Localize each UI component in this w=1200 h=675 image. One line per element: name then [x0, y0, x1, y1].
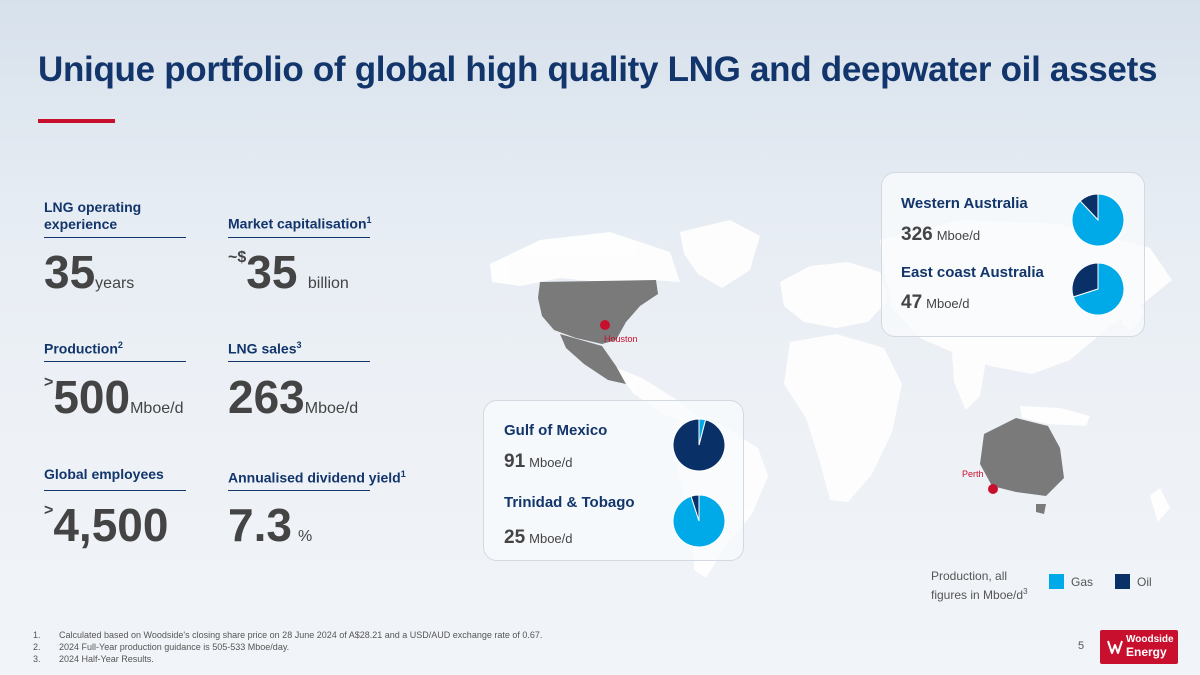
divider [228, 490, 370, 491]
legend-note: Production, all figures in Mboe/d3 [931, 569, 1028, 602]
region-name-trinidad-tobago: Trinidad & Tobago [504, 494, 635, 511]
logo-mark-icon [1107, 640, 1123, 654]
footnote: 2. 2024 Full-Year production guidance is … [33, 642, 290, 652]
map-indonesia [1020, 406, 1090, 426]
pie-slice-gas [672, 494, 726, 548]
lng-sales-label: LNG sales3 [228, 340, 302, 357]
pie-slice-gas [1072, 262, 1125, 316]
divider [228, 237, 370, 238]
map-mexico [560, 334, 626, 384]
title-accent-bar [38, 119, 115, 123]
map-tasmania [1036, 504, 1046, 514]
pie-slice-gas [698, 418, 707, 446]
legend-swatch-gas [1049, 574, 1064, 589]
pie-trinidad-tobago [672, 494, 726, 548]
divider [44, 490, 186, 491]
dividend-label: Annualised dividend yield1 [228, 469, 406, 486]
pie-western-australia [1071, 193, 1125, 247]
employees-label: Global employees [44, 466, 164, 482]
houston-label: Houston [604, 334, 638, 344]
region-value-gulf-of-mexico: 91 Mboe/d [504, 451, 573, 472]
region-value-trinidad-tobago: 25 Mboe/d [504, 527, 573, 548]
map-new-zealand [1150, 488, 1170, 522]
region-value-western-australia: 326 Mboe/d [901, 224, 981, 245]
map-greenland [680, 220, 760, 288]
perth-label: Perth [962, 469, 984, 479]
footnote: 1. Calculated based on Woodside's closing… [33, 630, 543, 640]
perth-marker [988, 484, 998, 494]
map-australia [980, 418, 1064, 496]
logo-text: Woodside Energy [1126, 634, 1174, 659]
map-europe [780, 262, 888, 328]
page-number: 5 [1078, 640, 1085, 652]
divider [44, 237, 186, 238]
production-label: Production2 [44, 340, 123, 357]
map-usa [538, 280, 658, 344]
lng-experience-label: LNG operating experience [44, 199, 142, 232]
region-name-western-australia: Western Australia [901, 195, 1028, 212]
pie-slice-oil [1071, 262, 1099, 298]
legend-swatch-oil [1115, 574, 1130, 589]
employees-value: >4,500 [44, 499, 169, 551]
market-cap-value: ~$35 billion [228, 246, 349, 298]
woodside-energy-logo: Woodside Energy [1100, 630, 1178, 664]
footnotes: 1. Calculated based on Woodside's closing… [33, 629, 933, 665]
legend-label-gas: Gas [1071, 575, 1094, 589]
market-cap-label: Market capitalisation1 [228, 215, 372, 232]
region-value-east-coast-australia: 47 Mboe/d [901, 292, 970, 313]
region-name-east-coast-australia: East coast Australia [901, 264, 1044, 281]
dividend-value: 7.3% [228, 499, 313, 551]
pie-slice-gas [1071, 193, 1125, 247]
production-value: >500Mboe/d [44, 371, 184, 423]
legend-label-oil: Oil [1137, 575, 1152, 589]
lng-experience-value: 35years [44, 246, 135, 298]
houston-marker [600, 320, 610, 330]
pie-gulf-of-mexico [672, 418, 726, 472]
lng-sales-value: 263Mboe/d [228, 371, 359, 423]
pie-east-coast-australia [1071, 262, 1125, 316]
map-india [952, 352, 986, 410]
footnote: 3. 2024 Half-Year Results. [33, 654, 154, 664]
divider [228, 361, 370, 362]
region-name-gulf-of-mexico: Gulf of Mexico [504, 422, 608, 439]
map-africa [784, 334, 902, 502]
divider [44, 361, 186, 362]
page-title: Unique portfolio of global high quality … [38, 50, 1158, 89]
